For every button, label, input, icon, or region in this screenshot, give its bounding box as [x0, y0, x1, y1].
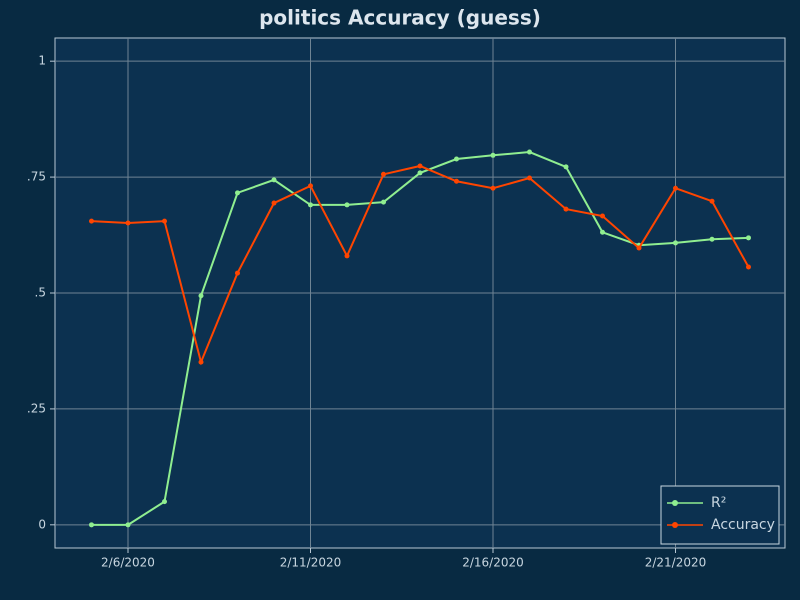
point: [271, 200, 277, 206]
point: [198, 293, 204, 299]
point: [636, 245, 642, 251]
point: [709, 236, 715, 242]
legend-marker: [672, 500, 678, 506]
point: [417, 170, 423, 176]
point: [746, 235, 751, 241]
legend-marker: [672, 522, 678, 528]
point: [162, 218, 167, 224]
x-tick-label: 2/11/2020: [280, 556, 342, 570]
point: [89, 218, 94, 224]
point: [490, 152, 496, 158]
point: [563, 206, 569, 212]
point: [89, 522, 94, 528]
legend: R² Accuracy: [660, 485, 780, 545]
legend-box: [660, 485, 780, 545]
y-tick-label: .25: [27, 401, 46, 415]
point: [381, 199, 386, 205]
point: [490, 185, 496, 191]
point: [344, 202, 350, 208]
point: [271, 177, 277, 183]
point: [308, 183, 313, 189]
point: [235, 190, 240, 196]
point: [527, 175, 532, 181]
point: [454, 178, 459, 184]
y-tick-label: .5: [35, 286, 46, 300]
point: [600, 229, 605, 235]
y-tick-label: 1: [38, 54, 46, 68]
point: [709, 198, 715, 204]
point: [563, 164, 569, 170]
point: [417, 163, 423, 169]
chart-title: politics Accuracy (guess): [259, 6, 541, 30]
legend-label: Accuracy: [711, 517, 775, 533]
point: [381, 171, 386, 177]
point: [125, 522, 131, 528]
point: [600, 213, 605, 219]
point: [308, 202, 313, 208]
point: [125, 220, 131, 226]
y-tick-label: .75: [27, 170, 46, 184]
point: [454, 156, 459, 162]
point: [198, 359, 204, 365]
point: [746, 264, 751, 270]
point: [235, 270, 240, 276]
x-tick-label: 2/16/2020: [462, 556, 524, 570]
x-tick-label: 2/6/2020: [101, 556, 155, 570]
legend-label: R²: [711, 495, 726, 511]
point: [344, 253, 350, 259]
y-tick-label: 0: [38, 517, 46, 531]
point: [162, 499, 167, 505]
x-tick-label: 2/21/2020: [645, 556, 707, 570]
point: [527, 149, 532, 155]
point: [673, 185, 678, 191]
point: [673, 240, 678, 246]
